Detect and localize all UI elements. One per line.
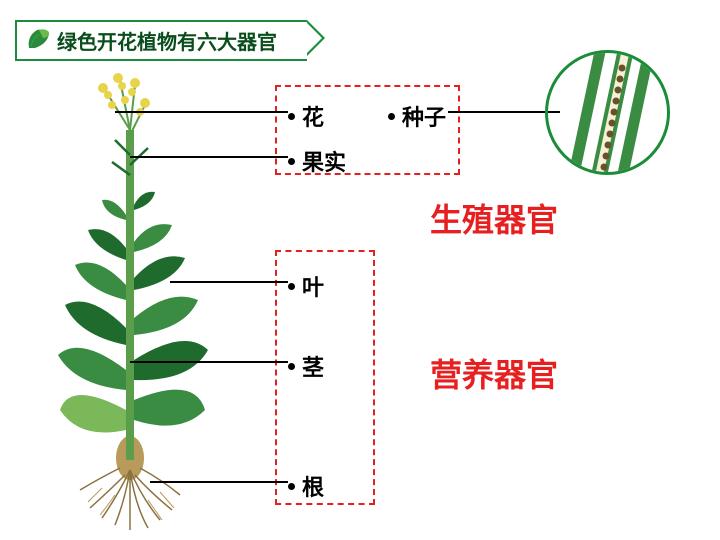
plant-stem: [126, 130, 134, 460]
line-root: [150, 481, 288, 483]
title-bar: 绿色开花植物有六大器官: [15, 20, 307, 61]
seed-inset: [545, 50, 670, 175]
label-root: 根: [288, 470, 324, 502]
line-seed: [448, 111, 560, 113]
line-stem: [130, 361, 288, 363]
line-leaf: [170, 281, 288, 283]
category-vegetative: 营养器官: [430, 350, 558, 396]
line-fruit: [130, 156, 288, 158]
label-fruit: 果实: [288, 145, 346, 177]
label-seed: 种子: [388, 100, 446, 132]
category-reproductive: 生殖器官: [430, 195, 558, 241]
label-flower: 花: [288, 100, 324, 132]
title-text: 绿色开花植物有六大器官: [57, 32, 277, 54]
line-flower: [115, 111, 288, 113]
plant-flowers: [98, 73, 150, 135]
plant-illustration: [30, 70, 230, 530]
label-leaf: 叶: [288, 270, 324, 302]
label-stem: 茎: [288, 350, 324, 382]
title-chevron: 绿色开花植物有六大器官: [15, 20, 307, 61]
leaf-icon: [25, 26, 53, 52]
